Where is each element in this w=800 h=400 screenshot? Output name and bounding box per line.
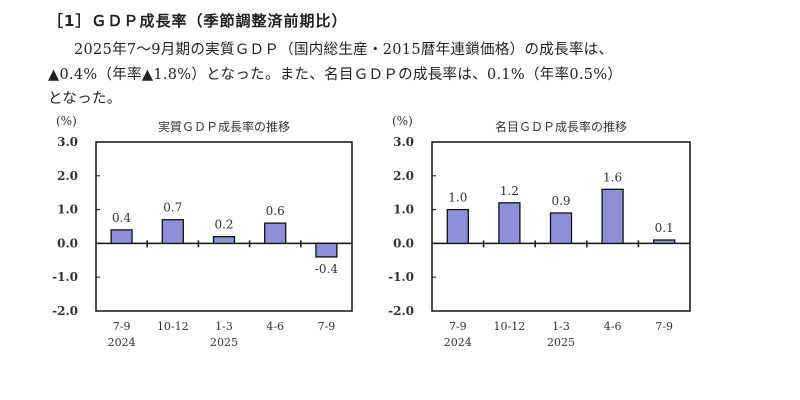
x-year-label: 2025 xyxy=(210,336,238,349)
plot-frame xyxy=(95,141,353,312)
y-tick-label: 0.0 xyxy=(393,236,414,250)
bar xyxy=(315,242,338,258)
y-tick-label: 3.0 xyxy=(393,135,414,149)
x-category-label: 10-12 xyxy=(494,320,526,333)
plot-frame xyxy=(431,141,691,312)
x-year-label: 2024 xyxy=(444,336,472,349)
y-unit-label: (%) xyxy=(392,114,413,128)
paragraph-line-3: となった。 xyxy=(48,91,122,107)
data-label: 0.9 xyxy=(551,194,570,208)
paragraph-line-1: 2025年7～9月期の実質ＧＤＰ（国内総生産・2015暦年連鎖価格）の成長率は、 xyxy=(74,42,614,58)
y-tick-label: 3.0 xyxy=(57,135,78,149)
paragraph-line-2: ▲0.4%（年率▲1.8%）となった。また、名目ＧＤＰの成長率は、0.1%（年率… xyxy=(48,67,623,83)
x-category-label: 10-12 xyxy=(157,320,189,333)
y-tick-label: 1.0 xyxy=(57,203,78,217)
y-tick-label: -1.0 xyxy=(388,270,414,284)
bar xyxy=(110,229,133,245)
x-category-label: 7-9 xyxy=(318,320,336,333)
y-tick-label: -2.0 xyxy=(52,304,78,318)
data-label: 0.1 xyxy=(655,221,674,235)
x-category-label: 1-3 xyxy=(215,320,233,333)
y-tick-label: -1.0 xyxy=(52,270,78,284)
data-label: 1.2 xyxy=(500,184,519,198)
bar xyxy=(264,222,287,245)
section-heading: ［1］ＧＤＰ成長率（季節調整済前期比） xyxy=(48,12,348,30)
x-category-label: 7-9 xyxy=(655,320,673,333)
data-label: 0.4 xyxy=(112,211,131,225)
x-year-label: 2024 xyxy=(108,336,136,349)
data-label: -0.4 xyxy=(315,262,339,276)
bar xyxy=(601,188,624,245)
bar xyxy=(212,235,236,245)
x-category-label: 1-3 xyxy=(552,320,570,333)
x-category-label: 7-9 xyxy=(113,320,131,333)
y-tick-label: 0.0 xyxy=(57,236,78,250)
data-label: 0.6 xyxy=(266,204,285,218)
y-tick-label: -2.0 xyxy=(388,304,414,318)
chart-title: 名目ＧＤＰ成長率の推移 xyxy=(495,119,627,134)
data-label: 1.0 xyxy=(448,191,467,205)
x-year-label: 2025 xyxy=(547,336,575,349)
bar xyxy=(498,202,521,245)
data-label: 1.6 xyxy=(603,170,622,184)
x-category-label: 7-9 xyxy=(449,320,467,333)
chart-title: 実質ＧＤＰ成長率の推移 xyxy=(158,119,290,134)
x-category-label: 4-6 xyxy=(604,320,622,333)
bar xyxy=(161,219,184,245)
data-label: 0.7 xyxy=(163,201,182,215)
bar xyxy=(549,212,573,245)
data-label: 0.2 xyxy=(214,218,233,232)
y-tick-label: 2.0 xyxy=(393,169,414,183)
y-unit-label: (%) xyxy=(56,114,77,128)
y-tick-label: 2.0 xyxy=(57,169,78,183)
bar xyxy=(653,239,676,245)
x-category-label: 4-6 xyxy=(266,320,284,333)
y-tick-label: 1.0 xyxy=(393,203,414,217)
bar xyxy=(446,208,469,245)
